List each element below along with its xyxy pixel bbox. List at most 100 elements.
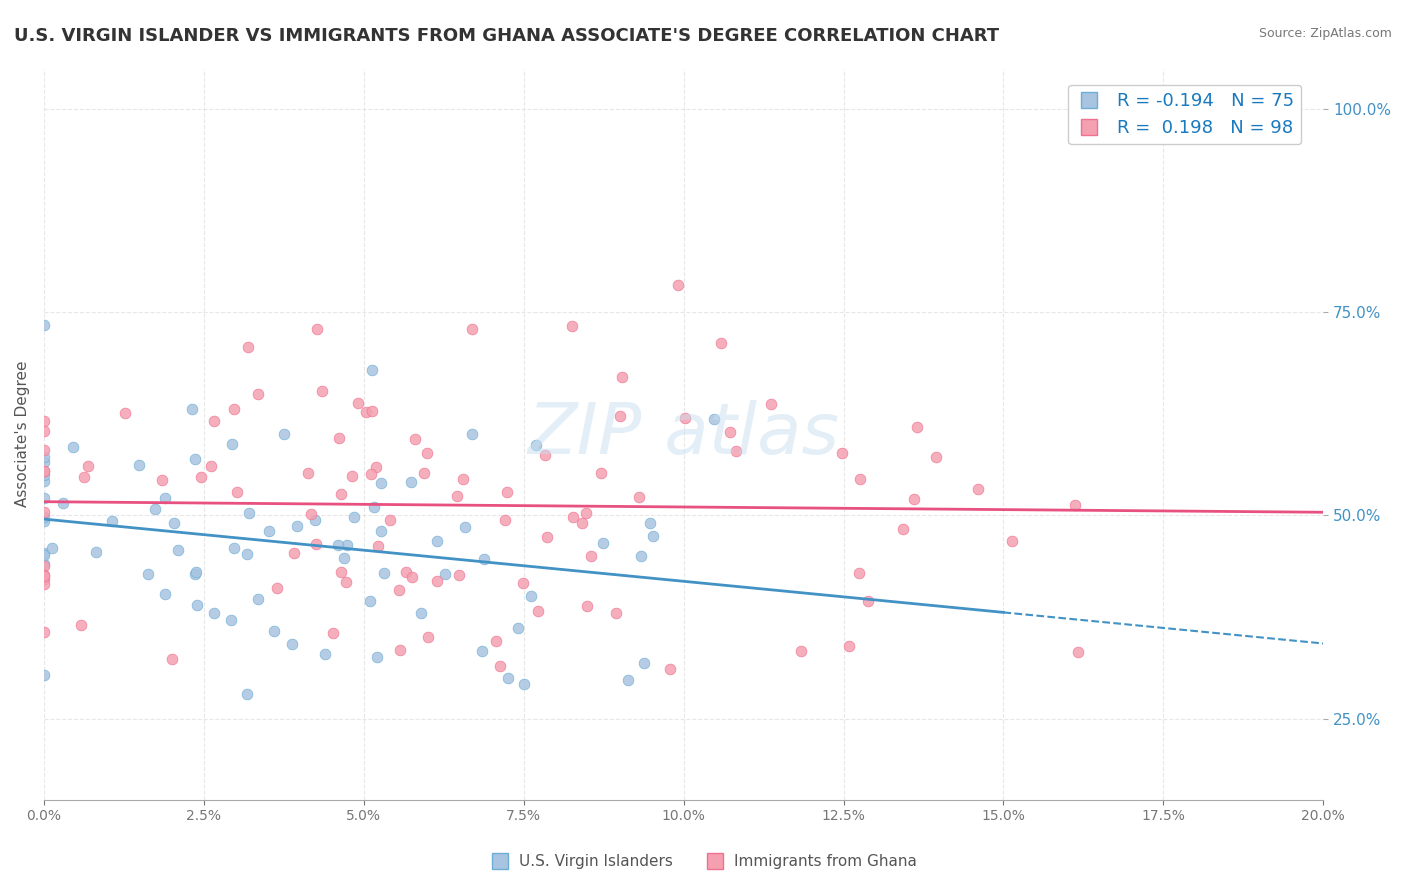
Point [32,413,55,427]
Point [630,549,652,564]
Point [658,663,681,677]
Point [513,676,536,690]
Point [508,622,530,636]
Point [263,624,285,638]
Point [453,472,475,486]
Point [498,671,520,685]
Point [73,469,96,483]
Point [181,401,204,416]
Point [666,278,689,293]
Point [643,529,665,543]
Point [562,509,585,524]
Point [575,506,598,520]
Point [905,420,928,434]
Point [401,570,423,584]
Point [32,464,55,478]
Text: Source: ZipAtlas.com: Source: ZipAtlas.com [1258,27,1392,40]
Point [609,409,631,424]
Point [32,625,55,640]
Point [184,452,207,467]
Point [703,411,725,425]
Point [32,318,55,333]
Point [222,401,245,416]
Point [633,656,655,670]
Point [186,598,208,612]
Point [1067,645,1090,659]
Point [359,593,381,607]
Point [236,340,259,354]
Point [273,427,295,442]
Point [366,649,388,664]
Point [32,424,55,438]
Point [433,566,456,581]
Point [471,643,494,657]
Point [143,501,166,516]
Text: ZIP atlas: ZIP atlas [527,400,839,468]
Point [32,567,55,582]
Point [416,445,439,459]
Point [526,437,548,451]
Text: U.S. VIRGIN ISLANDER VS IMMIGRANTS FROM GHANA ASSOCIATE'S DEGREE CORRELATION CHA: U.S. VIRGIN ISLANDER VS IMMIGRANTS FROM … [14,27,1000,45]
Point [155,587,177,601]
Point [326,538,349,552]
Point [485,634,508,648]
Point [519,589,541,603]
Point [114,406,136,420]
Point [360,467,382,482]
Point [322,626,344,640]
Point [426,534,449,549]
Point [190,470,212,484]
Point [136,567,159,582]
Point [200,459,222,474]
Point [710,336,733,351]
Point [202,606,225,620]
Point [246,387,269,401]
Point [342,468,364,483]
Point [370,476,392,491]
Point [236,547,259,561]
Point [32,464,55,478]
Point [512,575,534,590]
Point [32,443,55,458]
Point [534,449,557,463]
Point [32,474,55,488]
Point [281,637,304,651]
Point [167,542,190,557]
Point [617,673,640,687]
Point [236,688,259,702]
Point [576,599,599,614]
Point [247,592,270,607]
Point [299,507,322,521]
Point [266,581,288,595]
Point [759,396,782,410]
Point [561,318,583,333]
Point [32,491,55,505]
Point [183,566,205,581]
Y-axis label: Associate's Degree: Associate's Degree [15,361,30,508]
Point [418,630,440,644]
Point [364,459,387,474]
Point [460,427,482,442]
Point [411,606,433,620]
Point [32,510,55,524]
Point [32,572,55,586]
Point [527,604,550,618]
Point [925,450,948,464]
Point [592,536,614,550]
Point [1001,533,1024,548]
Point [605,606,627,620]
Point [849,472,872,486]
Point [718,425,741,440]
Point [160,652,183,666]
Point [370,524,392,538]
Point [32,549,55,563]
Point [347,396,370,410]
Point [32,514,55,528]
Point [304,513,326,527]
Point [257,524,280,538]
Point [184,566,207,580]
Point [41,541,63,555]
Point [461,322,484,336]
Point [305,537,328,551]
Point [494,513,516,527]
